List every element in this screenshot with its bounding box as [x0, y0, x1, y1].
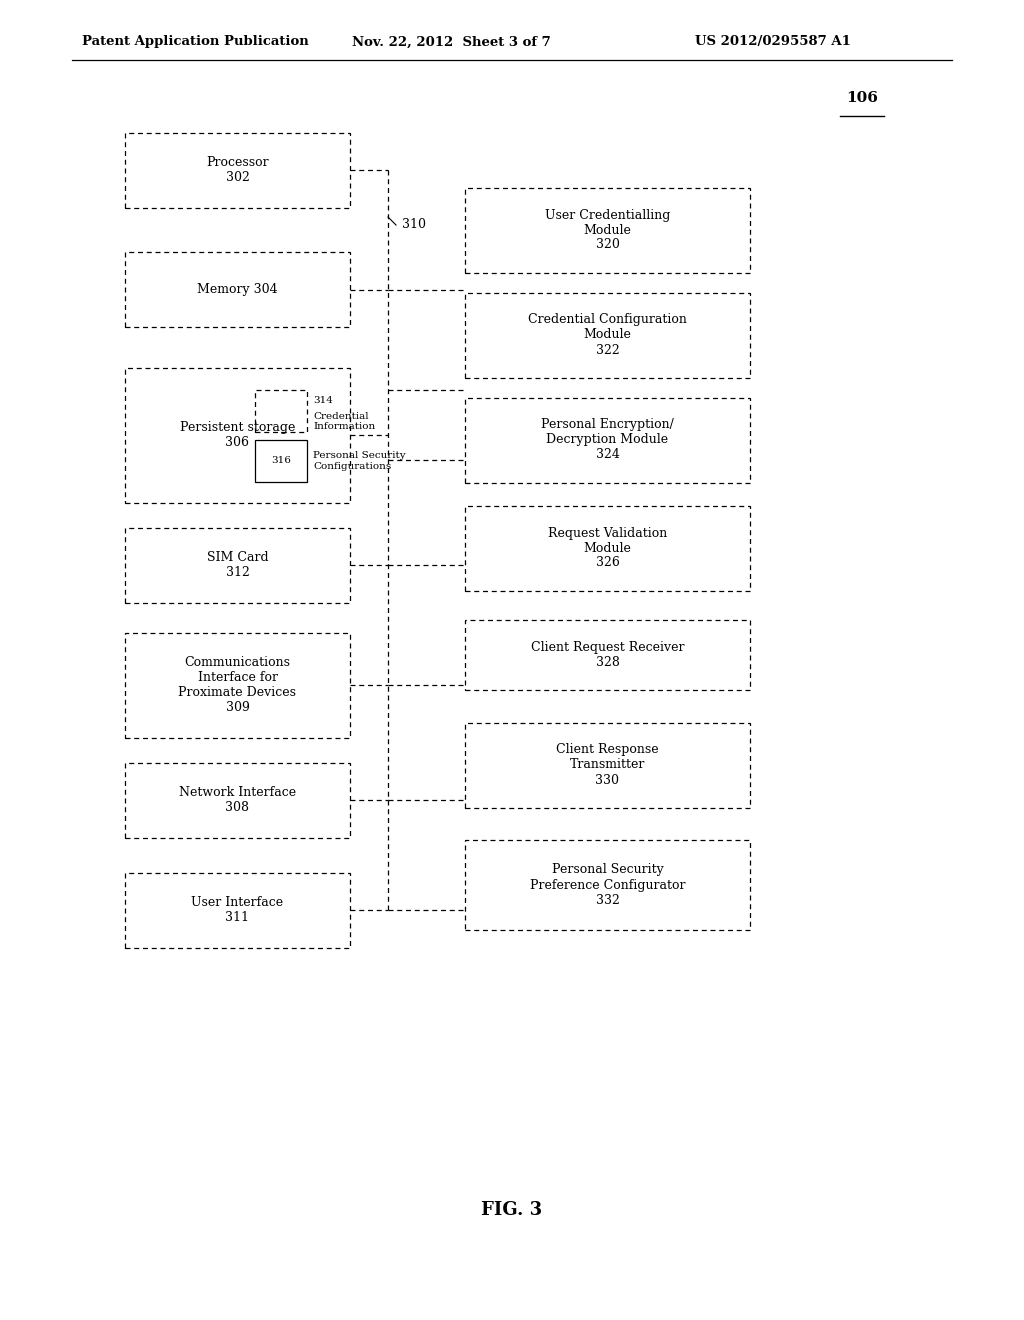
Text: Processor
302: Processor 302 — [206, 156, 269, 183]
Text: 314: 314 — [313, 396, 333, 405]
Text: 316: 316 — [271, 457, 291, 466]
Bar — [465, 397, 750, 483]
Bar — [125, 763, 350, 837]
Bar — [255, 440, 307, 482]
Text: Persistent storage
306: Persistent storage 306 — [180, 421, 295, 449]
Text: Credential Configuration
Module
322: Credential Configuration Module 322 — [528, 314, 687, 356]
Text: Request Validation
Module
326: Request Validation Module 326 — [548, 527, 667, 569]
Text: SIM Card
312: SIM Card 312 — [207, 550, 268, 579]
Bar — [465, 293, 750, 378]
Bar — [125, 252, 350, 327]
Text: Credential
Information: Credential Information — [313, 412, 375, 432]
Text: User Interface
311: User Interface 311 — [191, 896, 284, 924]
Text: Personal Encryption/
Decryption Module
324: Personal Encryption/ Decryption Module 3… — [541, 418, 674, 462]
Text: Memory 304: Memory 304 — [198, 284, 278, 297]
Text: FIG. 3: FIG. 3 — [481, 1201, 543, 1218]
Text: Client Request Receiver
328: Client Request Receiver 328 — [530, 642, 684, 669]
Text: Client Response
Transmitter
330: Client Response Transmitter 330 — [556, 743, 658, 787]
Text: Patent Application Publication: Patent Application Publication — [82, 36, 309, 49]
Text: 310: 310 — [402, 219, 426, 231]
Text: Network Interface
308: Network Interface 308 — [179, 785, 296, 814]
Bar — [125, 367, 350, 503]
Text: Personal Security
Configurations: Personal Security Configurations — [313, 451, 406, 471]
Bar — [255, 389, 307, 432]
Text: Nov. 22, 2012  Sheet 3 of 7: Nov. 22, 2012 Sheet 3 of 7 — [352, 36, 551, 49]
Bar — [125, 632, 350, 738]
Text: User Credentialling
Module
320: User Credentialling Module 320 — [545, 209, 670, 252]
Bar — [465, 187, 750, 272]
Bar — [465, 840, 750, 931]
Bar — [125, 528, 350, 602]
Bar — [465, 620, 750, 690]
Bar — [125, 132, 350, 207]
Text: US 2012/0295587 A1: US 2012/0295587 A1 — [695, 36, 851, 49]
Text: 106: 106 — [846, 91, 878, 106]
Bar — [465, 722, 750, 808]
Bar — [465, 506, 750, 590]
Bar — [125, 873, 350, 948]
Text: Communications
Interface for
Proximate Devices
309: Communications Interface for Proximate D… — [178, 656, 297, 714]
Text: Personal Security
Preference Configurator
332: Personal Security Preference Configurato… — [529, 863, 685, 907]
